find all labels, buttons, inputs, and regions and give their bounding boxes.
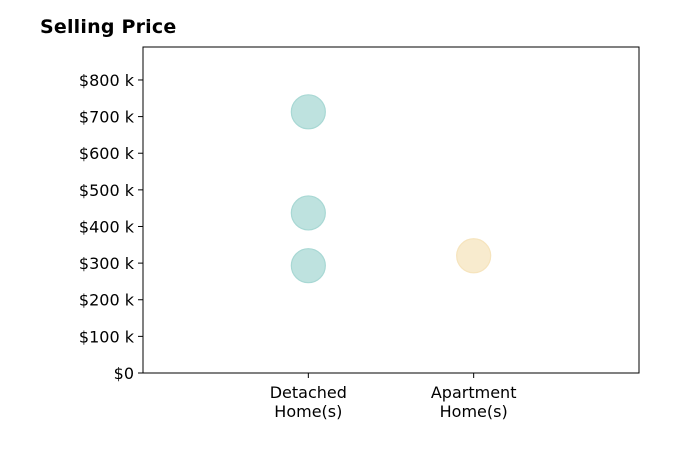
y-tick-label: $100 k — [79, 327, 135, 346]
data-point — [290, 248, 326, 284]
y-tick-label: $800 k — [79, 71, 135, 90]
chart-title: Selling Price — [40, 16, 177, 38]
y-tick-label: $300 k — [79, 254, 135, 273]
y-tick-label: $400 k — [79, 217, 135, 236]
y-tick-label: $500 k — [79, 181, 135, 200]
y-tick-label: $200 k — [79, 291, 135, 310]
x-tick-label: Apartment Home(s) — [431, 383, 517, 421]
plot-frame — [142, 46, 640, 374]
data-point — [290, 94, 326, 130]
data-point — [456, 238, 492, 274]
y-tick-label: $700 k — [79, 108, 135, 127]
y-tick-label: $600 k — [79, 144, 135, 163]
y-tick-label: $0 — [114, 364, 134, 383]
plot-area: $0 $100 k $200 k $300 k $400 k $500 k $600 k $7… — [79, 46, 640, 421]
data-point — [290, 195, 326, 231]
x-tick-label: Detached Home(s) — [270, 383, 347, 421]
